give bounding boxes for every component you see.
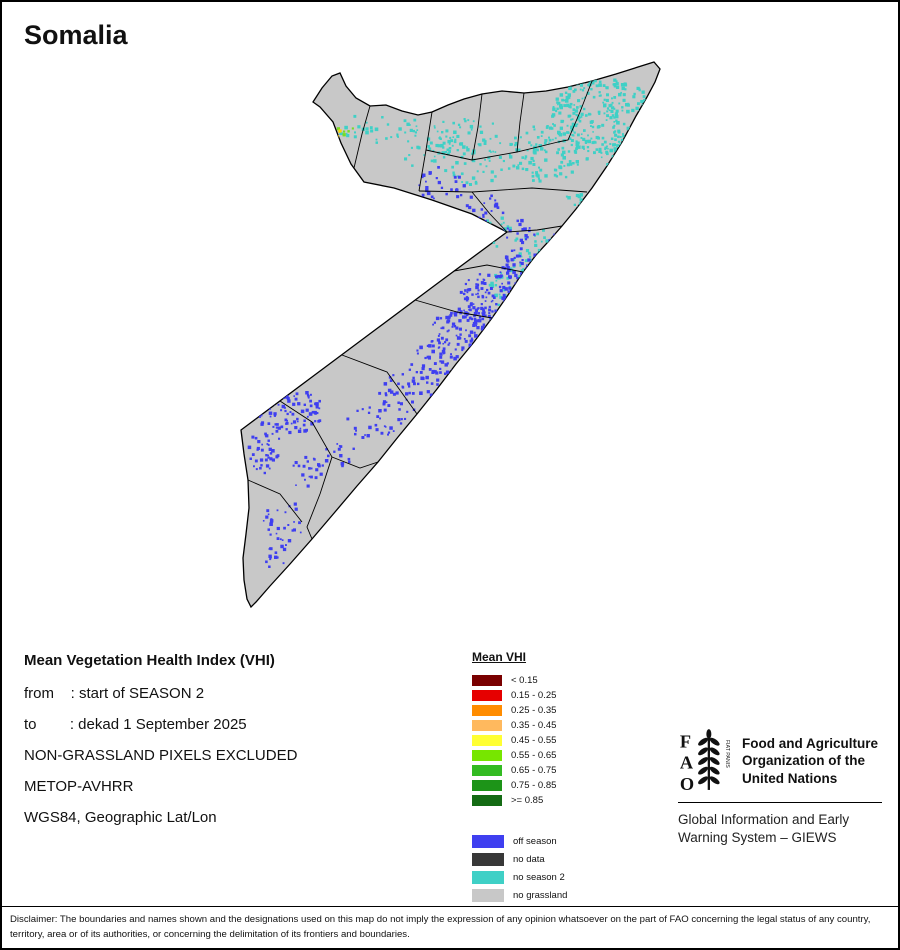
legend-label: >= 0.85	[511, 795, 544, 806]
legend: Mean VHI < 0.15 0.15 - 0.25 0.25 - 0.35 0.3…	[472, 650, 567, 904]
legend-row: 0.15 - 0.25	[472, 688, 567, 703]
info-line-projection: WGS84, Geographic Lat/Lon	[24, 809, 217, 826]
legend-label: 0.15 - 0.25	[511, 690, 557, 701]
legend-label: 0.35 - 0.45	[511, 720, 557, 731]
legend-label: 0.65 - 0.75	[511, 765, 557, 776]
programme-name: Global Information and Early Warning Sys…	[678, 812, 850, 846]
legend-row: >= 0.85	[472, 793, 567, 808]
legend-class-list: < 0.15 0.15 - 0.25 0.25 - 0.35 0.35 - 0.45 0…	[472, 673, 567, 808]
region-boundaries	[247, 80, 593, 540]
info-line-from: from : start of SEASON 2	[24, 685, 205, 702]
legend-swatch	[472, 765, 502, 776]
legend-row: 0.35 - 0.45	[472, 718, 567, 733]
legend-row: no season 2	[472, 868, 567, 886]
legend-label: no season 2	[513, 871, 565, 883]
legend-swatch	[472, 675, 502, 686]
legend-label: < 0.15	[511, 675, 538, 686]
legend-swatch	[472, 852, 504, 866]
legend-swatch	[472, 834, 504, 848]
fao-logo-icon: F A O FIAT PA	[680, 729, 730, 794]
page-title: Somalia	[24, 20, 128, 50]
legend-title: Mean VHI	[472, 650, 527, 664]
country-outline	[240, 61, 661, 609]
legend-row: 0.45 - 0.55	[472, 733, 567, 748]
disclaimer: Disclaimer: The boundaries and names sho…	[2, 906, 898, 948]
wheat-ear-icon	[698, 729, 720, 790]
logo-motto: FIAT PANIS	[724, 740, 730, 768]
info-heading: Mean Vegetation Health Index (VHI)	[24, 652, 275, 669]
org-name: Food and Agriculture Organization of the…	[742, 735, 878, 786]
legend-row: 0.65 - 0.75	[472, 763, 567, 778]
info-line-sensor: METOP-AVHRR	[24, 778, 134, 795]
legend-row: 0.55 - 0.65	[472, 748, 567, 763]
info-line-to: to : dekad 1 September 2025	[24, 716, 247, 733]
fao-branding: F A O FIAT PA	[678, 728, 882, 847]
map-info-block: Mean Vegetation Health Index (VHI) from …	[24, 652, 297, 840]
legend-row: no data	[472, 850, 567, 868]
legend-row: 0.25 - 0.35	[472, 703, 567, 718]
legend-row: off season	[472, 832, 567, 850]
legend-swatch	[472, 690, 502, 701]
legend-swatch	[472, 888, 504, 902]
legend-swatch	[472, 780, 502, 791]
legend-label: off season	[513, 835, 557, 847]
legend-label: 0.75 - 0.85	[511, 780, 557, 791]
legend-row: no grassland	[472, 886, 567, 904]
legend-label: 0.55 - 0.65	[511, 750, 557, 761]
info-line-mask: NON-GRASSLAND PIXELS EXCLUDED	[24, 747, 298, 764]
legend-swatch	[472, 735, 502, 746]
legend-row: < 0.15	[472, 673, 567, 688]
legend-swatch	[472, 795, 502, 806]
logo-letter-f: F	[680, 732, 691, 752]
legend-label: no data	[513, 853, 545, 865]
legend-label: no grassland	[513, 889, 568, 901]
brand-divider	[678, 802, 882, 803]
logo-letter-a: A	[680, 753, 694, 773]
legend-swatch	[472, 750, 502, 761]
legend-label: 0.45 - 0.55	[511, 735, 557, 746]
legend-swatch	[472, 705, 502, 716]
logo-letter-o: O	[680, 774, 694, 794]
legend-swatch	[472, 720, 502, 731]
legend-label: 0.25 - 0.35	[511, 705, 557, 716]
legend-swatch	[472, 870, 504, 884]
legend-row: 0.75 - 0.85	[472, 778, 567, 793]
legend-extra-list: off season no data no season 2 no grassland	[472, 832, 567, 904]
